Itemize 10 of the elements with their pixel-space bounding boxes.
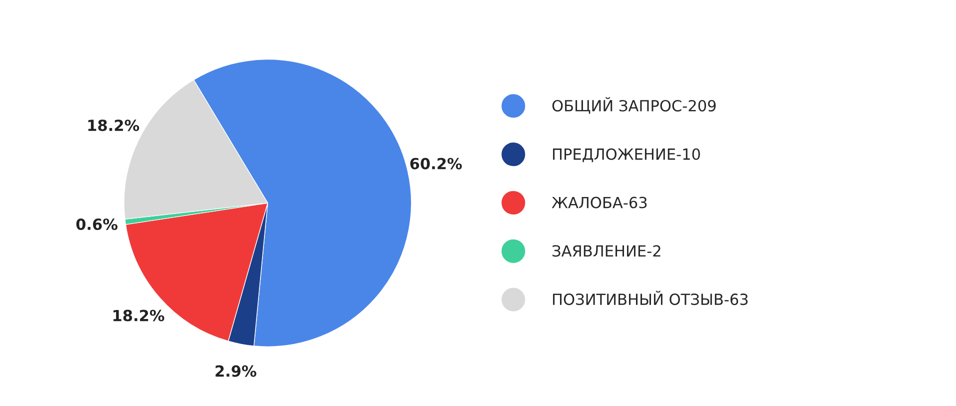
legend-label: ЖАЛОБА-63	[552, 196, 647, 208]
data-label: 18.2%	[113, 310, 164, 322]
legend-label: ПРЕДЛОЖЕНИЕ-10	[553, 148, 700, 162]
data-label: 18.2%	[88, 120, 140, 132]
legend-label: ОБЩИЙ ЗАПРОС-209	[552, 97, 716, 114]
data-label: 60.2%	[410, 158, 462, 170]
data-label: 2.9%	[216, 365, 256, 377]
legend-label: ПОЗИТИВНЫЙ ОТЗЫВ-63	[553, 290, 748, 306]
data-label: 0.6%	[76, 218, 118, 230]
legend-label: ЗАЯВЛЕНИЕ-2	[552, 245, 660, 257]
